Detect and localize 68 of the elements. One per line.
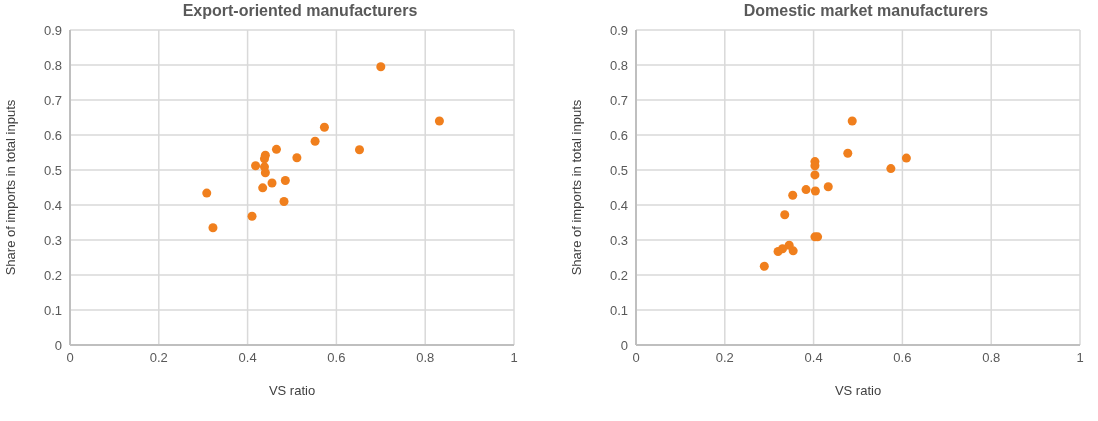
- y-tick-label: 0.1: [43, 302, 62, 318]
- point: [202, 188, 212, 198]
- point: [886, 164, 896, 174]
- x-tick-label: 0.4: [804, 350, 823, 366]
- point: [434, 116, 444, 126]
- x-axis-title: VS ratio: [834, 383, 882, 398]
- x-tick-label: 0.2: [149, 350, 168, 366]
- y-tick-label: 0.5: [43, 162, 62, 178]
- x-tick-label: 1: [510, 350, 518, 366]
- point: [271, 144, 281, 154]
- point: [260, 168, 270, 178]
- point: [208, 223, 218, 233]
- x-tick-label: 1: [1076, 350, 1084, 366]
- point: [310, 136, 320, 146]
- y-tick-label: 0.9: [43, 22, 62, 38]
- y-axis-title: Share of imports in total inputs: [2, 99, 18, 276]
- y-tick-label: 0.2: [609, 267, 628, 283]
- point: [319, 122, 329, 132]
- point: [376, 62, 386, 72]
- chart-title: Domestic market manufacturers: [742, 2, 990, 20]
- point: [847, 116, 857, 126]
- point: [354, 145, 364, 155]
- y-tick-label: 0.1: [609, 302, 628, 318]
- point: [801, 185, 811, 195]
- y-tick-label: 0.4: [609, 197, 628, 213]
- y-tick-label: 0: [620, 337, 628, 353]
- x-tick-label: 0.8: [982, 350, 1001, 366]
- point: [901, 153, 911, 163]
- point: [788, 246, 798, 256]
- point: [247, 211, 257, 221]
- point: [823, 182, 833, 192]
- y-tick-label: 0.5: [609, 162, 628, 178]
- point: [759, 261, 769, 271]
- y-tick-label: 0.8: [43, 57, 62, 73]
- y-tick-label: 0.6: [609, 127, 628, 143]
- x-tick-label: 0.6: [893, 350, 912, 366]
- y-tick-label: 0.4: [43, 197, 62, 213]
- y-tick-label: 0: [54, 337, 62, 353]
- y-tick-label: 0.3: [609, 232, 628, 248]
- x-tick-label: 0: [66, 350, 74, 366]
- x-axis-title: VS ratio: [268, 383, 316, 398]
- y-tick-label: 0.7: [43, 92, 62, 108]
- point: [292, 153, 302, 163]
- x-tick-label: 0.8: [416, 350, 435, 366]
- point: [843, 148, 853, 158]
- point: [810, 170, 820, 180]
- x-tick-label: 0.2: [715, 350, 734, 366]
- point: [773, 247, 783, 257]
- point: [259, 154, 269, 164]
- y-tick-label: 0.8: [609, 57, 628, 73]
- y-tick-label: 0.7: [609, 92, 628, 108]
- point: [251, 161, 261, 171]
- y-axis-title: Share of imports in total inputs: [568, 99, 584, 276]
- y-tick-label: 0.2: [43, 267, 62, 283]
- y-tick-label: 0.9: [609, 22, 628, 38]
- point: [267, 178, 277, 188]
- point: [258, 183, 268, 193]
- y-tick-label: 0.6: [43, 127, 62, 143]
- x-tick-label: 0: [632, 350, 640, 366]
- point: [810, 186, 820, 196]
- x-tick-label: 0.6: [327, 350, 346, 366]
- point: [788, 190, 798, 200]
- point: [780, 210, 790, 220]
- y-tick-label: 0.3: [43, 232, 62, 248]
- point: [280, 175, 290, 186]
- chart-title: Export-oriented manufacturers: [181, 2, 419, 20]
- x-tick-label: 0.4: [238, 350, 257, 366]
- point: [279, 196, 289, 207]
